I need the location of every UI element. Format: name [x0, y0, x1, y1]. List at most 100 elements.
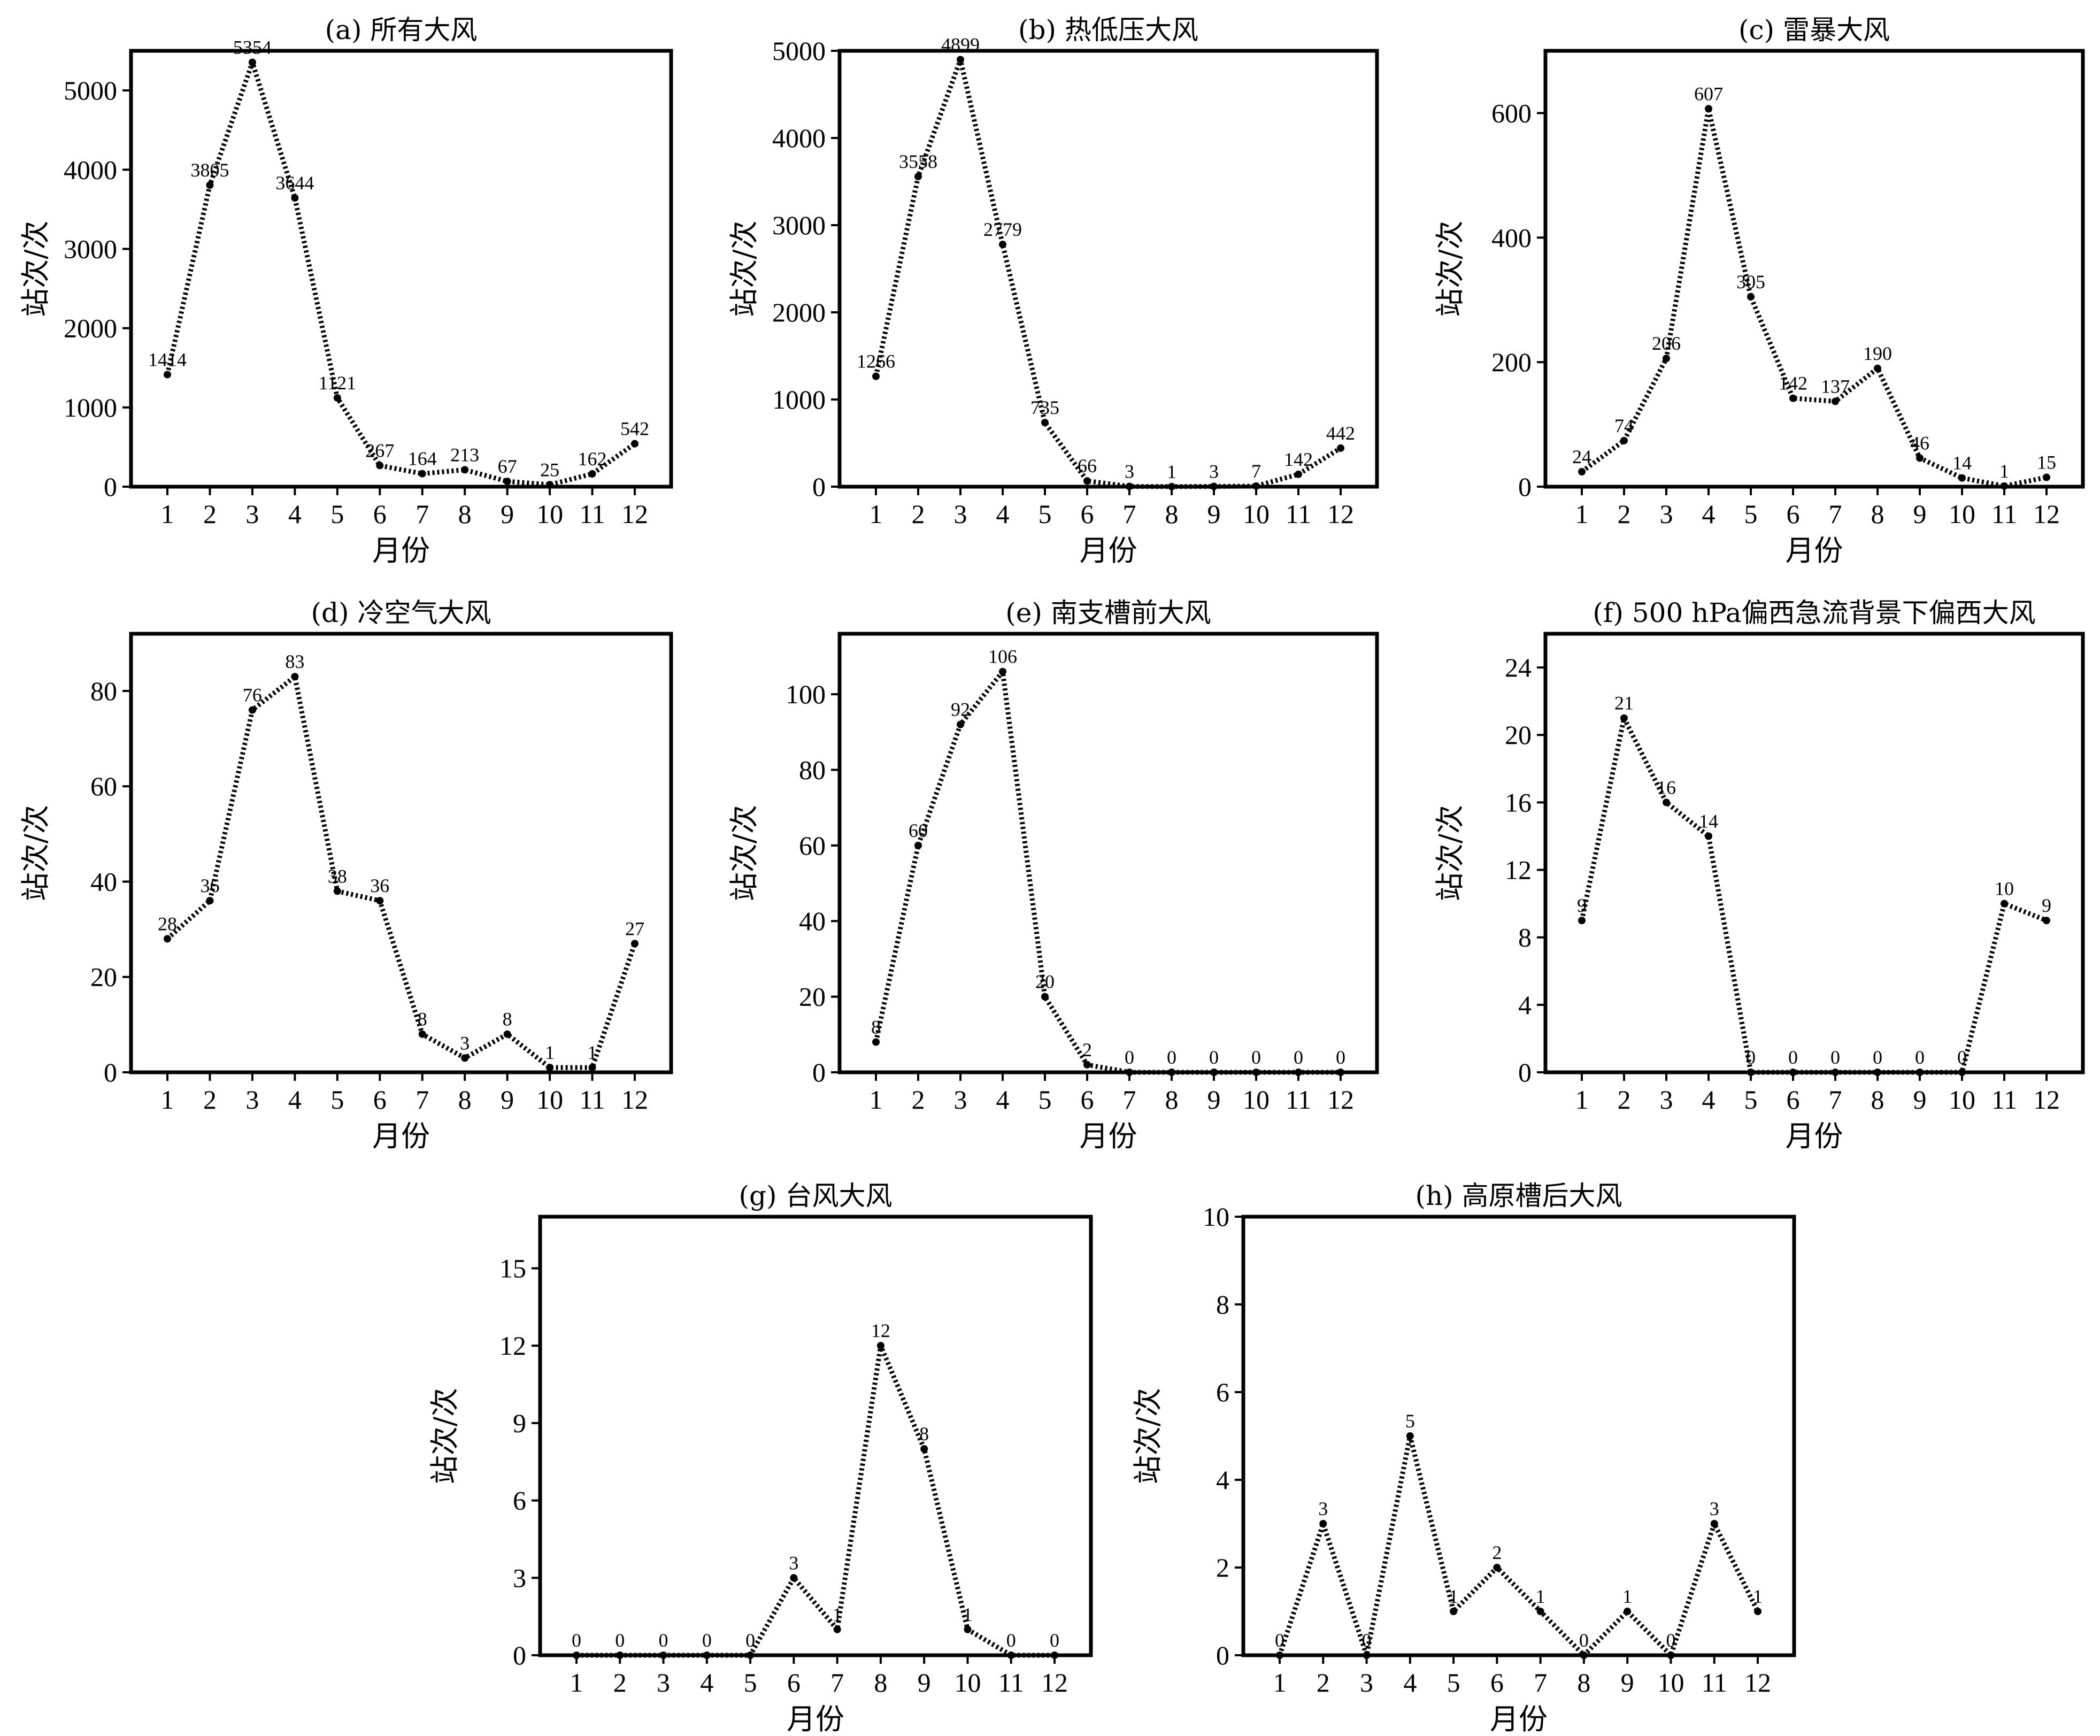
x-tick-label: 3	[1360, 1668, 1373, 1697]
data-point	[376, 462, 384, 470]
y-tick-label: 0	[1216, 1640, 1229, 1670]
data-point	[1667, 1651, 1675, 1659]
x-tick-label: 6	[787, 1668, 801, 1697]
y-tick-label: 16	[1505, 787, 1532, 817]
y-tick-label: 0	[513, 1640, 526, 1670]
x-tick-label: 10	[954, 1668, 981, 1697]
x-tick-label: 4	[1702, 499, 1716, 529]
plot-frame	[1241, 1215, 1796, 1657]
y-tick-label: 0	[1518, 472, 1532, 502]
data-point	[1789, 1069, 1797, 1076]
data-point	[1083, 1061, 1091, 1069]
data-point	[872, 1038, 880, 1046]
x-tick-label: 4	[996, 499, 1010, 529]
x-tick-label: 4	[288, 1085, 302, 1115]
x-tick-label: 8	[874, 1668, 887, 1697]
data-label: 36	[370, 875, 389, 896]
x-tick-label: 2	[203, 1085, 217, 1115]
data-label: 137	[1821, 375, 1850, 397]
data-label: 162	[578, 448, 607, 470]
x-axis-label: 月份	[372, 1119, 430, 1153]
x-tick-label: 4	[1702, 1085, 1716, 1115]
x-tick-label: 12	[1327, 499, 1354, 529]
data-point	[1578, 468, 1586, 476]
data-point	[588, 1064, 596, 1072]
x-tick-label: 10	[1949, 499, 1975, 529]
data-label: 267	[365, 440, 394, 461]
data-point	[1624, 1608, 1632, 1615]
plot-frame	[129, 49, 673, 489]
x-tick-label: 1	[1273, 1668, 1287, 1697]
data-point	[1168, 482, 1175, 490]
data-label: 92	[951, 699, 970, 720]
y-tick-label: 20	[799, 982, 826, 1012]
x-tick-label: 3	[657, 1668, 670, 1697]
data-point	[1789, 394, 1797, 402]
y-tick-label: 600	[1491, 98, 1532, 128]
panel-title: (c) 雷暴大风	[1739, 14, 1890, 45]
x-tick-label: 9	[501, 1085, 514, 1115]
series-line	[1580, 106, 2047, 489]
x-axis-label: 月份	[1786, 534, 1843, 567]
y-tick-label: 12	[1505, 855, 1532, 885]
x-tick-label: 11	[579, 499, 605, 529]
x-tick-label: 6	[1081, 499, 1094, 529]
x-tick-label: 5	[1744, 1085, 1758, 1115]
x-tick-label: 7	[1123, 1085, 1136, 1115]
y-tick-label: 4000	[64, 155, 117, 185]
data-label: 9	[2042, 895, 2051, 916]
panel-title: (a) 所有大风	[325, 14, 478, 45]
data-point	[1663, 798, 1670, 806]
data-point	[1916, 454, 1924, 462]
data-label: 2779	[983, 219, 1022, 240]
data-point	[418, 470, 426, 478]
data-point	[631, 940, 639, 948]
x-tick-label: 5	[1039, 1085, 1052, 1115]
x-tick-label: 10	[1243, 1085, 1270, 1115]
data-label: 0	[1830, 1047, 1840, 1068]
y-tick-label: 200	[1491, 347, 1532, 377]
y-tick-label: 2000	[64, 313, 117, 343]
data-label: 0	[1746, 1047, 1756, 1068]
y-tick-label: 40	[90, 866, 117, 896]
data-label: 3	[1125, 461, 1134, 482]
y-tick-label: 5000	[64, 75, 117, 105]
y-tick-label: 80	[799, 755, 826, 785]
data-label: 0	[1788, 1047, 1798, 1068]
y-tick-label: 60	[90, 771, 117, 801]
y-tick-label: 6	[513, 1486, 526, 1516]
y-tick-label: 0	[812, 472, 826, 502]
data-point	[1051, 1651, 1058, 1659]
x-tick-label: 5	[744, 1668, 757, 1697]
data-point	[333, 394, 341, 402]
data-point	[1705, 832, 1712, 840]
data-label: 1266	[857, 351, 895, 372]
data-point	[1083, 477, 1091, 485]
data-label: 735	[1030, 397, 1059, 418]
x-axis-label: 月份	[1080, 534, 1137, 567]
data-label: 213	[450, 444, 479, 465]
x-tick-label: 11	[998, 1668, 1024, 1697]
y-tick-label: 4000	[772, 123, 826, 153]
data-point	[1580, 1651, 1588, 1659]
plot-frame	[538, 1215, 1093, 1657]
y-tick-label: 10	[1203, 1202, 1229, 1232]
x-tick-label: 6	[373, 1085, 387, 1115]
x-tick-label: 3	[245, 1085, 259, 1115]
x-tick-label: 2	[613, 1668, 627, 1697]
data-label: 3	[460, 1032, 470, 1054]
x-tick-label: 1	[1575, 499, 1589, 529]
data-label: 0	[659, 1630, 668, 1651]
panel-title: (e) 南支槽前大风	[1005, 597, 1211, 628]
x-tick-label: 3	[1660, 499, 1673, 529]
data-point	[573, 1651, 580, 1659]
x-tick-label: 11	[1991, 499, 2017, 529]
y-tick-label: 40	[799, 906, 826, 936]
y-axis-label: 站次/次	[727, 805, 761, 901]
y-axis-label: 站次/次	[428, 1388, 461, 1484]
x-tick-label: 9	[1621, 1668, 1634, 1697]
data-point	[1578, 917, 1586, 925]
y-tick-label: 400	[1491, 222, 1532, 252]
x-tick-label: 2	[1317, 1668, 1330, 1697]
